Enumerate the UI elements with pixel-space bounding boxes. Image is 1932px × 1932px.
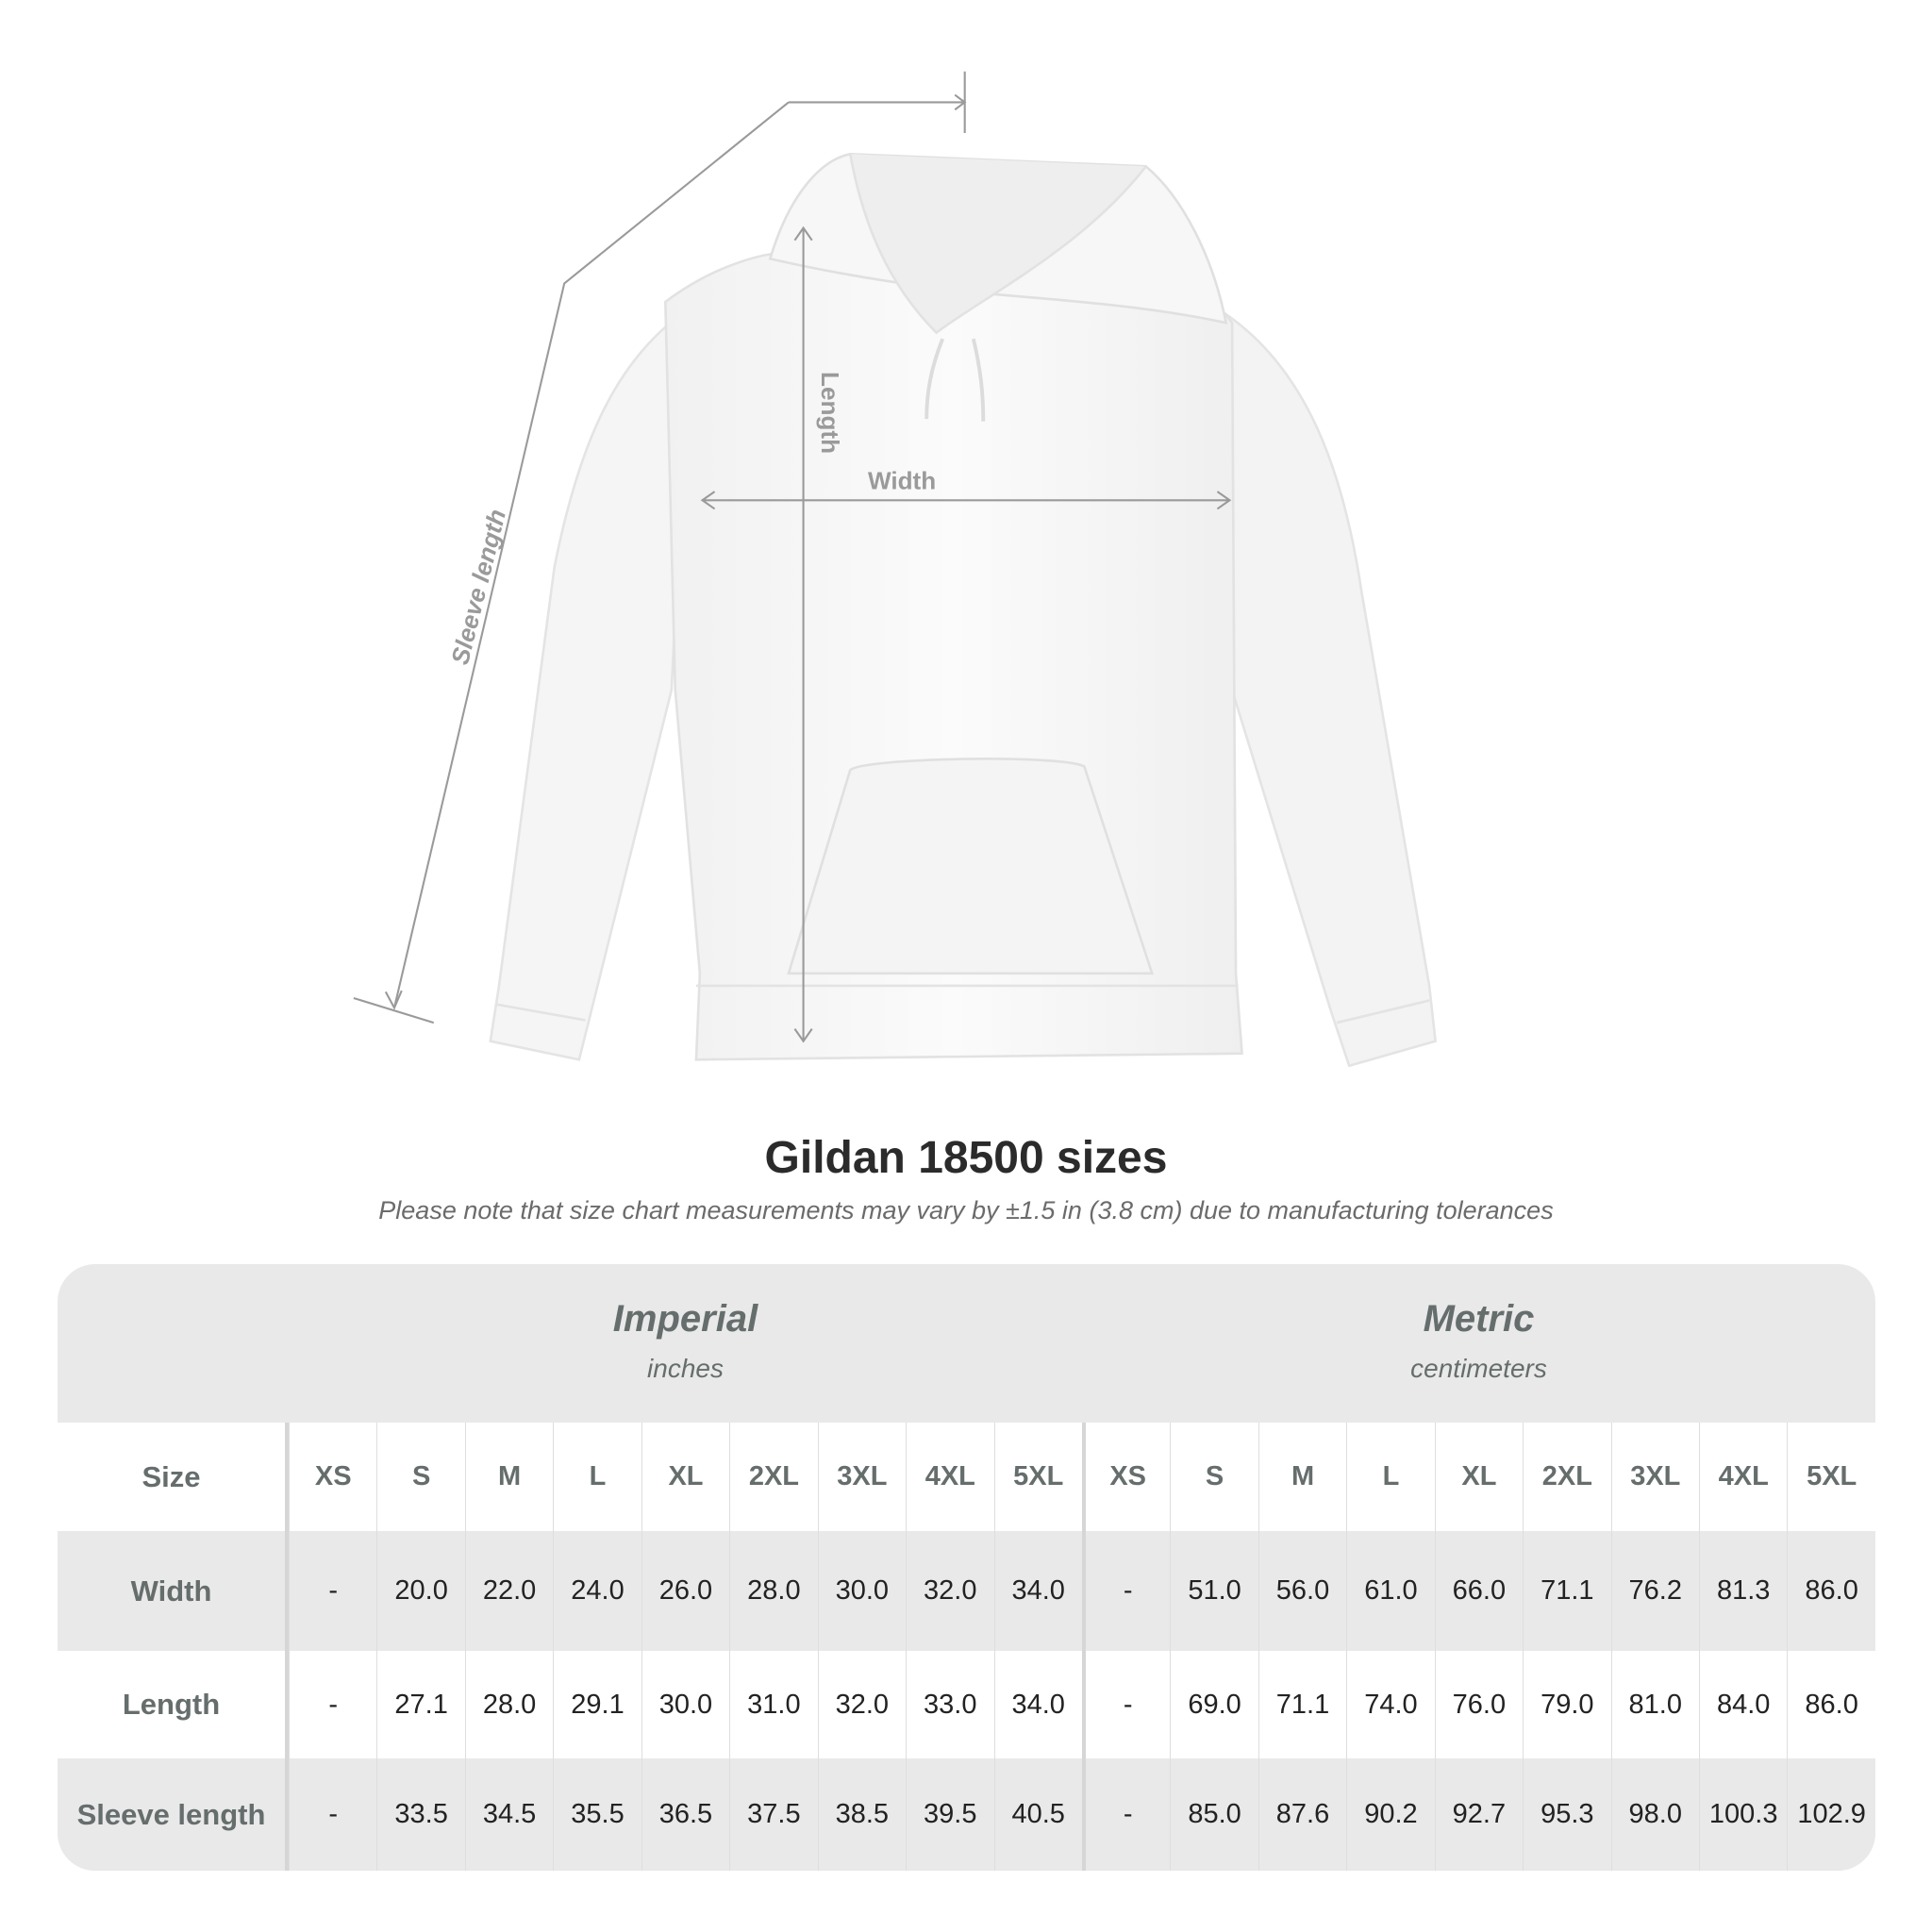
table-cell-imperial: 40.5 bbox=[993, 1758, 1082, 1871]
table-cell-metric: 98.0 bbox=[1610, 1758, 1699, 1871]
size-header-metric: 4XL bbox=[1699, 1423, 1787, 1531]
table-cell-metric: 85.0 bbox=[1170, 1758, 1257, 1871]
table-cell-imperial: - bbox=[289, 1651, 376, 1758]
size-table: Imperial inches Metric centimeters Size … bbox=[58, 1264, 1875, 1871]
imperial-unit: inches bbox=[647, 1354, 724, 1383]
table-cell-metric: 79.0 bbox=[1523, 1651, 1610, 1758]
table-cell-metric: - bbox=[1081, 1758, 1170, 1871]
size-header-imperial: 2XL bbox=[729, 1423, 817, 1531]
table-cell-metric: 51.0 bbox=[1170, 1531, 1257, 1651]
size-header-metric: S bbox=[1170, 1423, 1257, 1531]
width-label: Width bbox=[868, 467, 936, 495]
table-cell-imperial: 34.0 bbox=[993, 1531, 1082, 1651]
size-header-metric: XL bbox=[1434, 1423, 1523, 1531]
table-cell-imperial: 35.5 bbox=[553, 1758, 641, 1871]
table-cell-metric: 92.7 bbox=[1434, 1758, 1523, 1871]
row-label: Length bbox=[58, 1651, 289, 1758]
table-cell-imperial: 20.0 bbox=[376, 1531, 464, 1651]
size-header-row: Size XS S M L XL 2XL 3XL 4XL 5XL XS S M L XL 2XL 3XL 4XL… bbox=[58, 1423, 1875, 1531]
size-header-metric: 3XL bbox=[1610, 1423, 1699, 1531]
sleeve-length-label: Sleeve length bbox=[445, 507, 511, 668]
table-cell-imperial: 31.0 bbox=[729, 1651, 817, 1758]
length-arrow bbox=[793, 225, 813, 1043]
table-cell-metric: 69.0 bbox=[1170, 1651, 1257, 1758]
table-cell-imperial: 33.5 bbox=[376, 1758, 464, 1871]
table-cell-imperial: 28.0 bbox=[464, 1651, 553, 1758]
size-header-metric: XS bbox=[1081, 1423, 1170, 1531]
size-label: Size bbox=[58, 1423, 289, 1531]
size-header-imperial: 5XL bbox=[993, 1423, 1082, 1531]
table-cell-imperial: 27.1 bbox=[376, 1651, 464, 1758]
row-label: Width bbox=[58, 1531, 289, 1651]
table-cell-imperial: - bbox=[289, 1758, 376, 1871]
table-cell-metric: 76.2 bbox=[1610, 1531, 1699, 1651]
size-header-imperial: 3XL bbox=[817, 1423, 906, 1531]
table-cell-imperial: 34.5 bbox=[464, 1758, 553, 1871]
size-header-metric: L bbox=[1346, 1423, 1434, 1531]
table-cell-imperial: 39.5 bbox=[906, 1758, 993, 1871]
size-header-metric: 2XL bbox=[1523, 1423, 1610, 1531]
page-title: Gildan 18500 sizes bbox=[764, 1133, 1168, 1183]
table-cell-imperial: - bbox=[289, 1531, 376, 1651]
table-cell-metric: 71.1 bbox=[1257, 1651, 1346, 1758]
table-cell-metric: 61.0 bbox=[1346, 1531, 1434, 1651]
metric-title: Metric bbox=[1423, 1298, 1535, 1340]
table-cell-metric: 81.3 bbox=[1699, 1531, 1787, 1651]
table-cell-metric: - bbox=[1081, 1651, 1170, 1758]
table-cell-imperial: 32.0 bbox=[817, 1651, 906, 1758]
table-cell-metric: 102.9 bbox=[1787, 1758, 1874, 1871]
table-cell-imperial: 30.0 bbox=[817, 1531, 906, 1651]
size-header-metric: M bbox=[1257, 1423, 1346, 1531]
row-label: Sleeve length bbox=[58, 1758, 289, 1871]
table-cell-metric: - bbox=[1081, 1531, 1170, 1651]
table-cell-imperial: 34.0 bbox=[993, 1651, 1082, 1758]
table-row: Width -20.0 22.0 24.0 26.0 28.0 30.0 32.0 34.0-… bbox=[58, 1531, 1875, 1651]
measurement-lines bbox=[353, 71, 1232, 1043]
imperial-title: Imperial bbox=[612, 1298, 758, 1340]
table-row: Sleeve length -33.5 34.5 35.5 36.5 37.5 38.5 3… bbox=[58, 1758, 1875, 1871]
size-header-imperial: M bbox=[464, 1423, 553, 1531]
size-header-imperial: XL bbox=[641, 1423, 729, 1531]
table-cell-metric: 86.0 bbox=[1787, 1651, 1874, 1758]
imperial-header: Imperial inches bbox=[289, 1264, 1082, 1423]
size-header-imperial: XS bbox=[289, 1423, 376, 1531]
table-cell-metric: 95.3 bbox=[1523, 1758, 1610, 1871]
size-header-imperial: L bbox=[553, 1423, 641, 1531]
table-cell-metric: 86.0 bbox=[1787, 1531, 1874, 1651]
table-cell-imperial: 24.0 bbox=[553, 1531, 641, 1651]
table-cell-metric: 71.1 bbox=[1523, 1531, 1610, 1651]
table-cell-imperial: 28.0 bbox=[729, 1531, 817, 1651]
table-cell-imperial: 30.0 bbox=[641, 1651, 729, 1758]
table-cell-imperial: 33.0 bbox=[906, 1651, 993, 1758]
metric-header: Metric centimeters bbox=[1082, 1264, 1875, 1423]
table-cell-imperial: 32.0 bbox=[906, 1531, 993, 1651]
table-cell-imperial: 22.0 bbox=[464, 1531, 553, 1651]
table-cell-imperial: 37.5 bbox=[729, 1758, 817, 1871]
size-header-metric: 5XL bbox=[1787, 1423, 1874, 1531]
tolerance-note: Please note that size chart measurements… bbox=[378, 1196, 1554, 1224]
table-cell-imperial: 38.5 bbox=[817, 1758, 906, 1871]
table-cell-metric: 100.3 bbox=[1699, 1758, 1787, 1871]
metric-unit: centimeters bbox=[1410, 1354, 1547, 1383]
table-cell-metric: 84.0 bbox=[1699, 1651, 1787, 1758]
table-cell-metric: 66.0 bbox=[1434, 1531, 1523, 1651]
size-header-imperial: S bbox=[376, 1423, 464, 1531]
table-cell-metric: 74.0 bbox=[1346, 1651, 1434, 1758]
width-arrow bbox=[700, 491, 1232, 510]
table-cell-metric: 90.2 bbox=[1346, 1758, 1434, 1871]
table-cell-metric: 56.0 bbox=[1257, 1531, 1346, 1651]
size-header-imperial: 4XL bbox=[906, 1423, 993, 1531]
table-cell-imperial: 36.5 bbox=[641, 1758, 729, 1871]
table-cell-imperial: 29.1 bbox=[553, 1651, 641, 1758]
table-cell-metric: 81.0 bbox=[1610, 1651, 1699, 1758]
length-label: Length bbox=[816, 372, 844, 454]
hoodie-image bbox=[489, 152, 1438, 1068]
table-cell-imperial: 26.0 bbox=[641, 1531, 729, 1651]
table-cell-metric: 76.0 bbox=[1434, 1651, 1523, 1758]
table-cell-metric: 87.6 bbox=[1257, 1758, 1346, 1871]
table-row: Length -27.1 28.0 29.1 30.0 31.0 32.0 33.0 34.0… bbox=[58, 1651, 1875, 1758]
